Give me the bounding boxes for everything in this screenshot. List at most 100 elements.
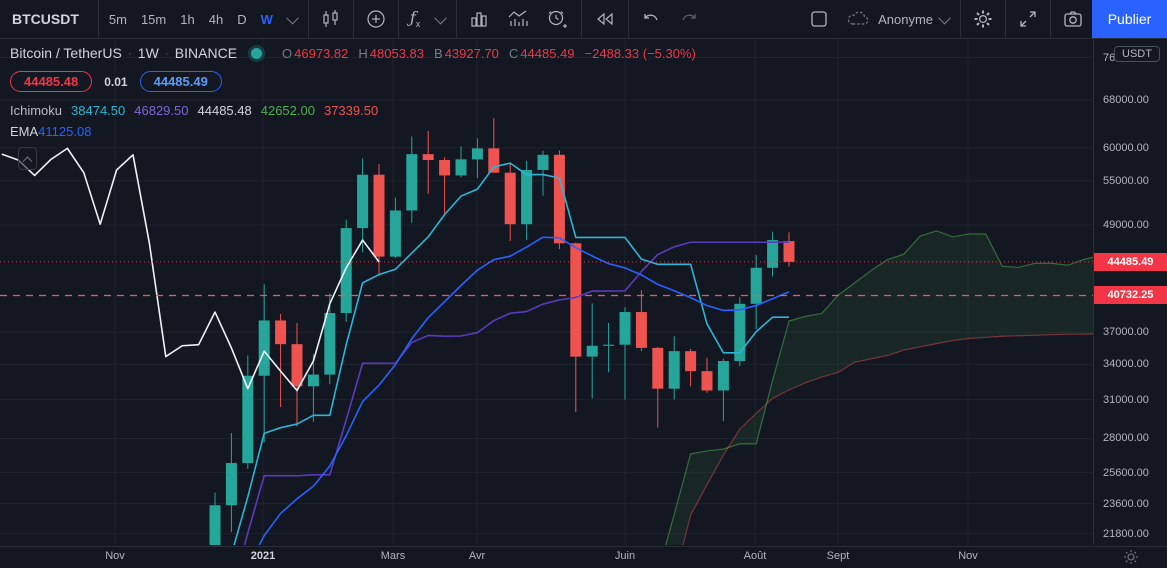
candle-body xyxy=(586,345,598,357)
indicators-menu-chevron[interactable] xyxy=(428,0,453,38)
ema-legend-row[interactable]: EMA 41125.08 xyxy=(10,124,696,139)
candle-body xyxy=(422,154,434,161)
time-tick-label: Août xyxy=(743,550,767,562)
candle-body xyxy=(701,371,713,391)
templates-button[interactable] xyxy=(460,0,498,38)
sell-price-button[interactable]: 44485.48 xyxy=(10,71,93,92)
timeframe-menu-chevron[interactable] xyxy=(280,0,305,38)
buy-price-button[interactable]: 44485.49 xyxy=(139,71,222,92)
candle-body xyxy=(357,174,369,229)
price-chart-svg[interactable] xyxy=(0,39,1093,545)
toolbar-separator xyxy=(581,0,583,38)
timeframe-15m[interactable]: 15m xyxy=(140,11,167,27)
axis-corner[interactable] xyxy=(1094,546,1167,567)
chevron-down-icon xyxy=(938,11,951,24)
price-tick-label: 34000.00 xyxy=(1103,358,1149,371)
alert-button[interactable] xyxy=(538,0,578,38)
last-price-badge: 44485.49 xyxy=(1094,252,1167,271)
ichimoku-cloud xyxy=(665,230,1093,545)
timeframe-5m[interactable]: 5m xyxy=(108,11,127,27)
candle-body xyxy=(291,344,303,387)
layout-square-icon xyxy=(811,11,827,27)
ichimoku-legend-row[interactable]: Ichimoku 38474.50 46829.50 44485.48 42652.0… xyxy=(10,103,696,118)
compare-add-button[interactable] xyxy=(357,0,395,38)
price-tick-label: 55000.00 xyxy=(1103,174,1149,187)
dot-separator: · xyxy=(127,46,132,60)
candle-body xyxy=(635,312,647,348)
snapshot-button[interactable] xyxy=(1054,0,1092,38)
settings-button[interactable] xyxy=(964,0,1002,38)
redo-button[interactable] xyxy=(670,0,708,38)
toolbar-separator xyxy=(97,0,99,38)
ema-line xyxy=(258,236,790,545)
ichimoku-value: 46829.50 xyxy=(134,103,189,118)
symbol-title[interactable]: Bitcoin / TetherUS xyxy=(10,45,122,61)
publish-button[interactable]: Publier xyxy=(1092,0,1167,38)
ichimoku-values: 38474.50 46829.50 44485.48 42652.00 37339.50 xyxy=(71,103,387,118)
chevron-down-icon xyxy=(434,11,448,24)
candle-body xyxy=(537,154,549,170)
forecast-button[interactable] xyxy=(498,0,538,38)
ema-label: EMA xyxy=(10,124,39,139)
time-tick-label: Mars xyxy=(380,550,406,562)
toolbar-separator xyxy=(352,0,354,38)
timeframe-4h[interactable]: 4h xyxy=(208,11,224,27)
candle-body xyxy=(619,312,631,345)
symbol-button[interactable]: BTCUSDT xyxy=(12,11,79,27)
candle-body xyxy=(209,505,221,545)
price-axis[interactable]: 21800.00 23600.00 25600.00 28000.00 31000.00… xyxy=(1094,39,1167,545)
user-name-label: Anonyme xyxy=(878,11,933,27)
candle-body xyxy=(258,320,270,376)
fx-indicators-icon: ƒx xyxy=(409,8,421,30)
user-menu[interactable]: Anonyme xyxy=(838,0,957,38)
sun-brightness-icon xyxy=(1123,550,1138,564)
time-axis[interactable]: Nov 2021 Mars Avr Juin Août Sept Nov xyxy=(0,546,1093,568)
candle-body xyxy=(307,374,319,387)
close-key: C xyxy=(508,45,519,61)
candle-body xyxy=(734,303,746,362)
exchange-label[interactable]: BINANCE xyxy=(174,45,238,61)
candle-body xyxy=(389,210,401,257)
undo-button[interactable] xyxy=(632,0,670,38)
timeframe-W[interactable]: W xyxy=(260,11,273,27)
candle-body xyxy=(668,351,680,389)
panel-collapse-button[interactable] xyxy=(18,147,37,170)
candle-body xyxy=(225,463,237,506)
price-tick-label: 37000.00 xyxy=(1103,326,1149,339)
toolbar-separator xyxy=(397,0,399,38)
timeframe-D[interactable]: D xyxy=(237,11,247,27)
layout-button[interactable] xyxy=(800,0,838,38)
chart-pane[interactable] xyxy=(0,39,1093,545)
price-tick-label: 68000.00 xyxy=(1103,94,1149,106)
toolbar-separator xyxy=(1005,0,1006,38)
ichimoku-value: 42652.00 xyxy=(260,103,315,118)
time-tick-label: Nov xyxy=(105,550,125,562)
timeframe-1h[interactable]: 1h xyxy=(180,11,195,27)
replay-button[interactable] xyxy=(585,0,625,38)
interval-label[interactable]: 1W xyxy=(137,45,159,61)
tenkan-line xyxy=(233,162,790,545)
alert-price-badge[interactable]: 40732.25 xyxy=(1094,286,1167,305)
toolbar-separator xyxy=(960,0,961,38)
senkou-b-line xyxy=(682,333,1093,545)
ema-value: 41125.08 xyxy=(38,124,92,139)
currency-unit-button[interactable]: USDT xyxy=(1114,46,1160,62)
market-status-dot[interactable] xyxy=(251,47,263,59)
chevron-down-icon xyxy=(285,11,299,24)
ichimoku-value: 38474.50 xyxy=(71,103,126,118)
spread-value: 0.01 xyxy=(104,74,128,89)
time-tick-label: Juin xyxy=(614,550,636,562)
chart-style-button[interactable] xyxy=(312,0,350,38)
candle-body xyxy=(373,174,385,257)
candle-body xyxy=(406,154,418,211)
indicators-button[interactable]: ƒx xyxy=(402,0,428,38)
ichimoku-value: 37339.50 xyxy=(323,103,379,118)
candle-body xyxy=(488,148,500,173)
undo-arrow-icon xyxy=(644,14,658,21)
gear-icon xyxy=(974,10,992,28)
ichimoku-value: 44485.48 xyxy=(197,103,252,118)
fullscreen-button[interactable] xyxy=(1009,0,1047,38)
candle-body xyxy=(570,243,582,357)
bar-chart-icon xyxy=(471,12,487,27)
dot-separator: · xyxy=(164,46,169,60)
